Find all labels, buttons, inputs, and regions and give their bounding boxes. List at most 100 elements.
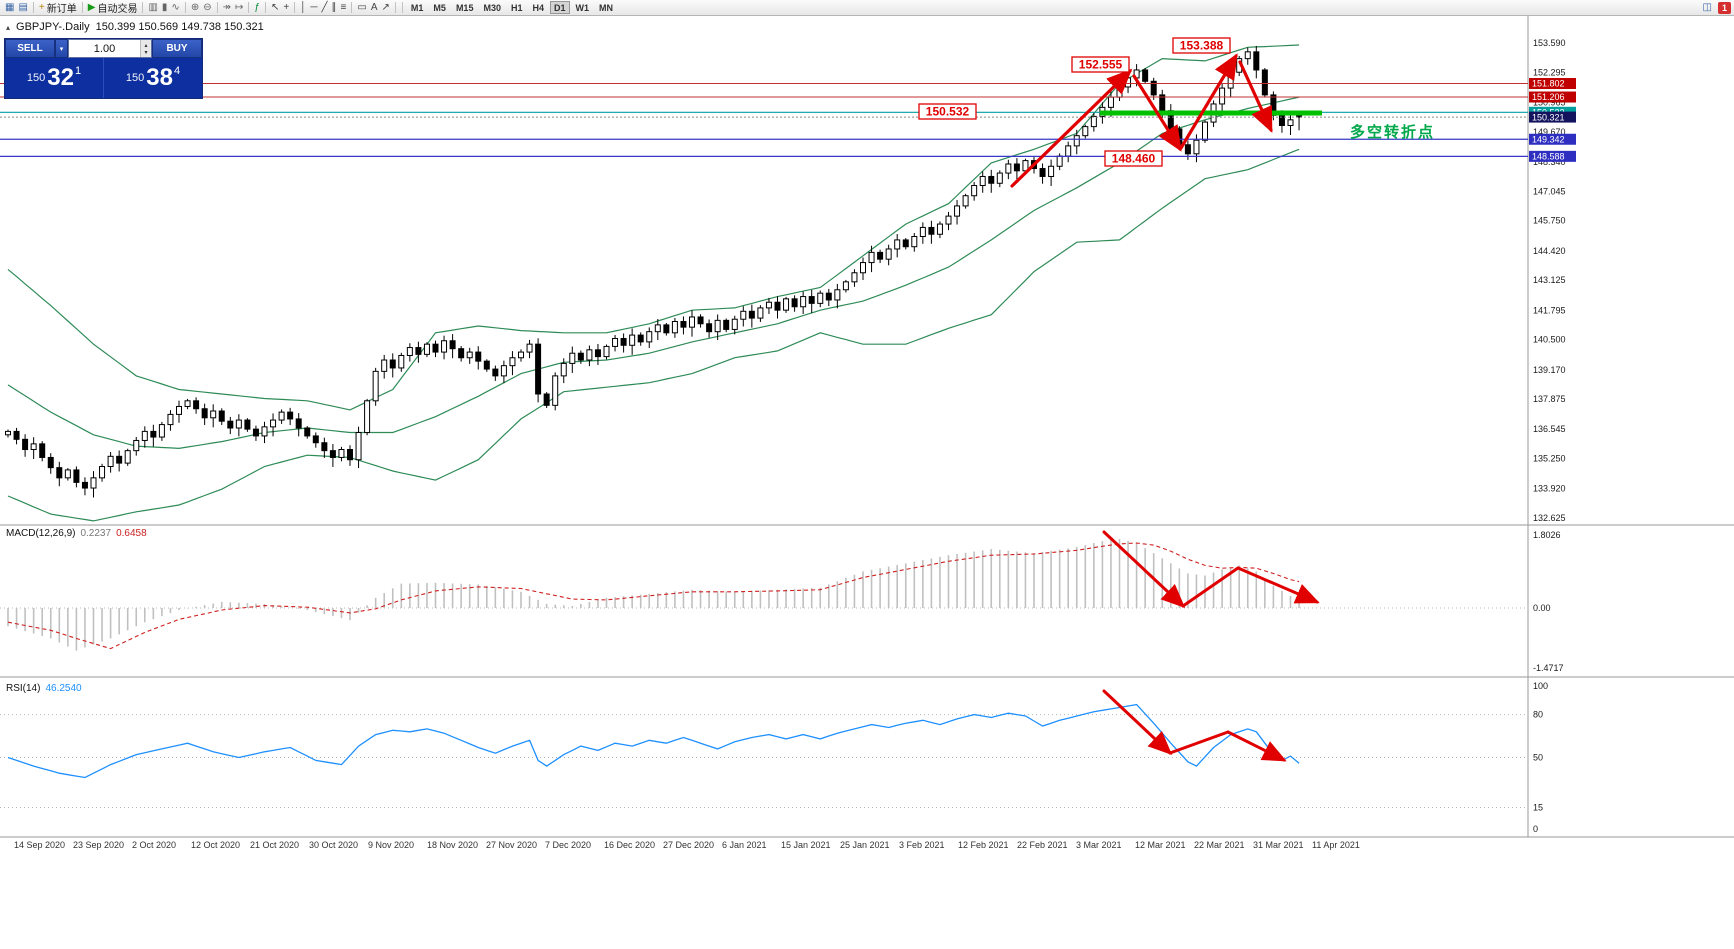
order-type-dropdown[interactable]: ▾	[55, 39, 68, 58]
zoom-in-icon[interactable]: ⊕	[189, 1, 201, 15]
buy-price[interactable]: 150 38 4	[104, 58, 202, 98]
line-chart-icon[interactable]: ∿	[169, 1, 181, 15]
autotrading-icon: ▶	[87, 1, 96, 13]
price-tag-label: 151.206	[1532, 92, 1565, 102]
timeframe-h1[interactable]: H1	[510, 3, 523, 13]
date-label: 7 Dec 2020	[545, 840, 591, 850]
bull-bear-turning-point-note: 多空转折点	[1350, 124, 1436, 141]
toolbar-separator	[216, 2, 218, 13]
trend-arrow[interactable]	[1168, 730, 1230, 755]
candle-body	[757, 307, 764, 319]
text-label-icon[interactable]: A	[369, 1, 380, 15]
autotrading-button[interactable]: ▶ 自动交易	[86, 1, 140, 15]
trend-arrow[interactable]	[1236, 566, 1320, 604]
candle-body	[1219, 87, 1226, 105]
volume-input[interactable]	[69, 40, 140, 57]
fibonacci-icon[interactable]: ≡	[339, 1, 349, 15]
price-annotation-box[interactable]	[1071, 56, 1130, 73]
main-toolbar: ▦ ▤ + 新订单 ▶ 自动交易 ▥ ▮ ∿ ⊕ ⊖ ↠ ↦ ƒ ↖ + │ ─ ╱ ∥ ≡ ▭ A ↗ M1 M5 M15 M30…	[0, 0, 1734, 16]
rsi-axis-label: 0	[1533, 824, 1538, 834]
toolbar-separator	[248, 2, 250, 13]
trend-arrow[interactable]	[1179, 53, 1238, 150]
trend-arrow[interactable]	[1238, 60, 1273, 133]
new-chart-icon[interactable]: ▦	[3, 1, 16, 15]
spinner-up-icon[interactable]: ▴	[144, 42, 148, 49]
auto-scroll-icon[interactable]: ↠	[221, 1, 233, 15]
sell-price[interactable]: 150 32 1	[5, 58, 104, 98]
rsi-axis-label: 15	[1533, 803, 1543, 813]
timeframe-m15[interactable]: M15	[455, 3, 474, 13]
price-axis-label: 139.170	[1533, 365, 1566, 375]
trend-arrow[interactable]	[1226, 730, 1287, 762]
trend-arrow[interactable]	[1102, 689, 1173, 756]
candle-body	[885, 248, 892, 260]
timeframe-m30[interactable]: M30	[483, 3, 501, 13]
chart-ohlc-values: 150.399 150.569 149.738 150.321	[95, 21, 264, 33]
timeframe-m1[interactable]: M1	[410, 3, 424, 13]
date-label: 22 Mar 2021	[1194, 840, 1245, 850]
candle-body	[1287, 119, 1294, 126]
crosshair-icon[interactable]: +	[281, 1, 291, 15]
profiles-icon[interactable]: ▤	[16, 1, 29, 15]
candle-body	[406, 347, 413, 356]
timeframe-w1[interactable]: W1	[575, 3, 590, 13]
chart-canvas[interactable]: 1.80260.00-1.47171008050150153.590152.29…	[0, 16, 1734, 949]
vertical-line-icon[interactable]: │	[298, 1, 308, 15]
price-annotation-box[interactable]	[1172, 37, 1231, 54]
date-label: 16 Dec 2020	[604, 840, 655, 850]
cursor-icon[interactable]: ↖	[269, 1, 281, 15]
candle-body	[902, 239, 909, 248]
candle-body	[1048, 165, 1055, 177]
sell-button[interactable]: SELL	[5, 39, 55, 58]
zoom-out-icon[interactable]: ⊖	[201, 1, 213, 15]
channel-icon: ∥	[331, 1, 337, 13]
candle-body	[851, 272, 858, 283]
green-support-segment[interactable]	[1100, 110, 1322, 116]
candle-body	[1082, 126, 1089, 137]
arrow-tools-icon[interactable]: ↗	[380, 1, 392, 15]
trend-arrow[interactable]	[1010, 68, 1133, 188]
price-tag-label: 148.588	[1532, 152, 1565, 162]
candle-body	[398, 354, 405, 369]
rsi-line	[7, 703, 1300, 779]
candle-body	[124, 450, 131, 464]
volume-spinner[interactable]: ▴ ▾	[140, 40, 151, 57]
candle-body	[518, 351, 524, 359]
timeframe-mn[interactable]: MN	[599, 3, 614, 13]
candlestick-chart-icon[interactable]: ▮	[160, 1, 170, 15]
bollinger-upper	[7, 44, 1300, 411]
toolbar-separator	[81, 2, 83, 13]
chart-shift-icon[interactable]: ↦	[233, 1, 245, 15]
rsi-axis-label: 50	[1533, 753, 1543, 763]
trend-arrow[interactable]	[1132, 74, 1182, 152]
price-annotation-box[interactable]	[918, 103, 977, 120]
candle-body	[30, 443, 37, 451]
indicators-icon[interactable]: ƒ	[252, 1, 262, 15]
panel-frame	[0, 16, 1734, 838]
trend-arrow[interactable]	[1102, 530, 1186, 609]
collapse-triangle-icon[interactable]: ▴	[6, 22, 11, 32]
candle-body	[612, 337, 619, 347]
new-order-button[interactable]: + 新订单	[37, 1, 79, 15]
macd-name: MACD(12,26,9)	[6, 528, 76, 539]
candle-body	[500, 365, 507, 377]
candle-body	[860, 262, 866, 274]
trend-arrow[interactable]	[1181, 566, 1240, 608]
trendline-icon[interactable]: ╱	[320, 1, 330, 15]
price-annotation-box[interactable]	[1104, 150, 1163, 167]
window-layout-icon[interactable]: ◫	[1701, 1, 1714, 15]
timeframe-d1[interactable]: D1	[550, 1, 570, 14]
candle-body	[176, 405, 182, 415]
price-axis-label: 144.420	[1533, 246, 1566, 256]
alert-badge[interactable]: 1	[1717, 1, 1731, 14]
price-tag-label: 151.802	[1532, 79, 1565, 89]
price-axis-label: 149.670	[1533, 127, 1566, 137]
channel-icon[interactable]: ∥	[330, 1, 339, 15]
buy-button[interactable]: BUY	[152, 39, 202, 58]
timeframe-h4[interactable]: H4	[532, 3, 544, 13]
timeframe-m5[interactable]: M5	[433, 3, 446, 13]
horizontal-line-icon[interactable]: ─	[308, 1, 319, 15]
bar-chart-icon[interactable]: ▥	[146, 1, 159, 15]
shapes-icon[interactable]: ▭	[355, 1, 368, 15]
spinner-down-icon[interactable]: ▾	[144, 49, 148, 56]
